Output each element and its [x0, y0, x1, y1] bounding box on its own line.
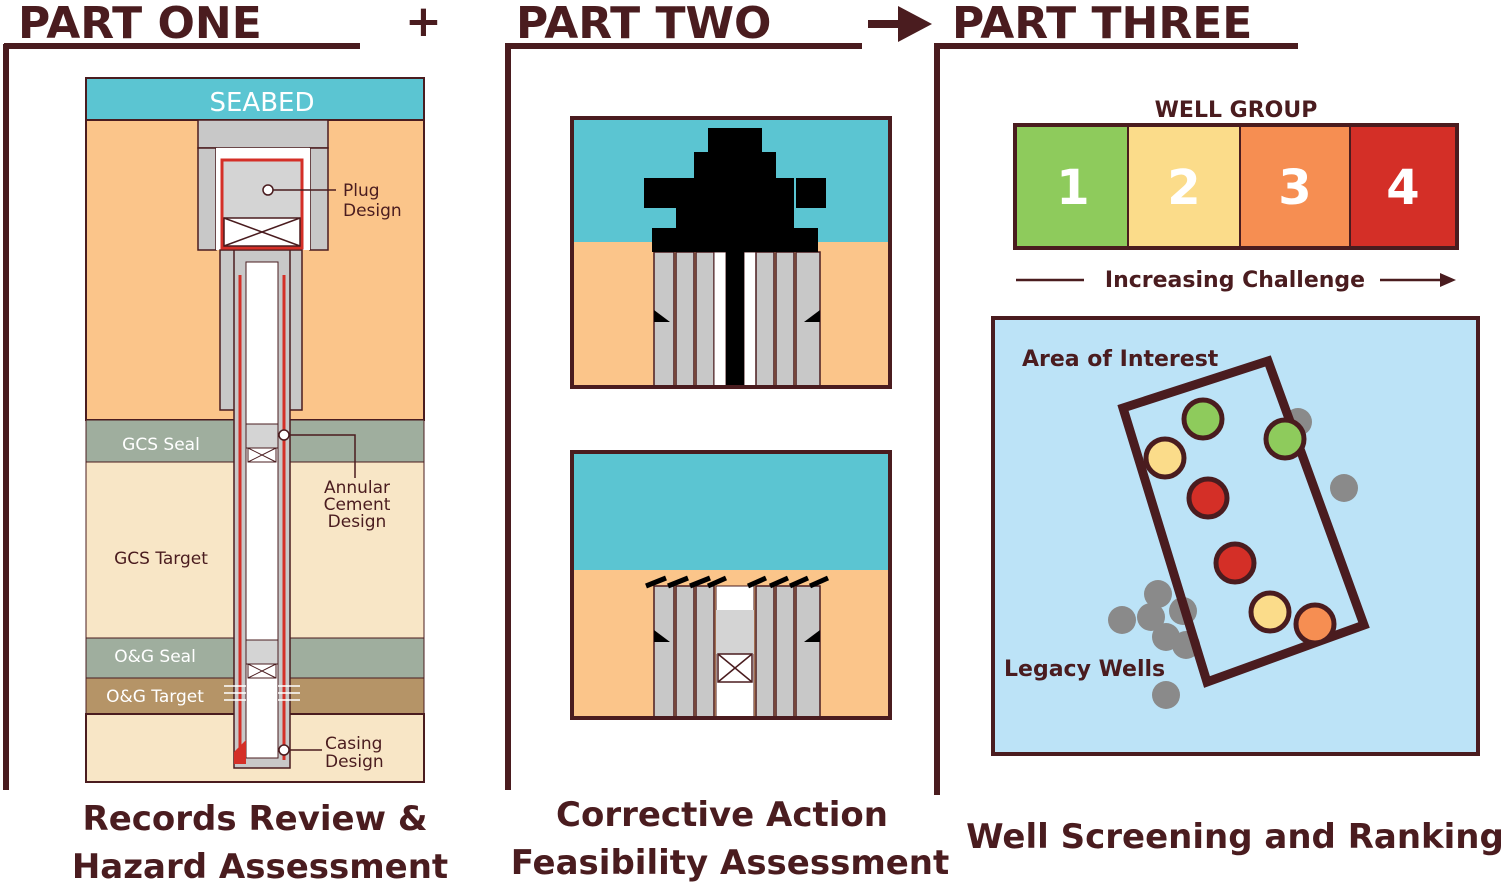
layer-label-og-seal: O&G Seal: [114, 647, 196, 667]
wellhead-panel-bottom: [570, 450, 892, 720]
plug-label-line2: Design: [343, 201, 402, 221]
well-group-1-label: 1: [1056, 160, 1089, 216]
plug-label-line1: Plug: [343, 181, 380, 201]
part-two-heading: PART TWO: [516, 0, 771, 49]
well-group-4-marker: [1213, 541, 1257, 585]
part-one-heading: PART ONE: [18, 0, 262, 49]
well-group-2-label: 2: [1167, 160, 1200, 216]
part-two-caption-line1: Corrective Action: [556, 795, 888, 835]
wellhead-panel-top: [570, 116, 892, 389]
casing-label-line1: Casing: [325, 734, 382, 754]
plus-sign: +: [405, 0, 442, 47]
well-group-title: WELL GROUP: [1155, 98, 1318, 123]
arrow-right-icon: [868, 6, 932, 42]
well-group-2-cell: [1127, 124, 1241, 249]
well-group-4-marker: [1186, 476, 1230, 520]
annular-label-line1: Annular: [324, 478, 390, 498]
layer-label-og-target: O&G Target: [106, 687, 204, 707]
part-three-heading: PART THREE: [952, 0, 1252, 49]
well-group-4-label: 4: [1386, 160, 1419, 216]
well-group-scale: 1 2 3 4: [1013, 123, 1459, 250]
well-group-3-cell: [1239, 124, 1351, 249]
seabed-label: SEABED: [209, 88, 314, 118]
layer-label-gcs-target: GCS Target: [114, 549, 208, 569]
part-one-caption-line2: Hazard Assessment: [72, 847, 448, 886]
well-group-1-marker: [1181, 397, 1225, 441]
increasing-challenge-arrow: [1016, 273, 1456, 287]
part-three-caption: Well Screening and Ranking: [966, 817, 1503, 857]
legacy-wells-label: Legacy Wells: [1004, 657, 1165, 682]
well-group-1-cell: [1014, 124, 1129, 249]
well-group-3-label: 3: [1278, 160, 1311, 216]
part-one-caption-line1: Records Review &: [83, 799, 428, 839]
increasing-challenge-label: Increasing Challenge: [1105, 268, 1365, 293]
well-group-3-marker: [1293, 602, 1337, 646]
well-cross-section: SEABED: [85, 77, 425, 783]
area-map: Area of Interest Legacy Wells: [991, 316, 1480, 756]
well-group-2-marker: [1248, 590, 1292, 634]
area-of-interest-label: Area of Interest: [1022, 347, 1219, 372]
ranked-well-markers: [1143, 397, 1337, 646]
annular-label-line2: Cement: [324, 495, 391, 515]
casing-label-line2: Design: [325, 752, 384, 772]
area-of-interest-boundary: [1117, 355, 1370, 688]
annular-label-line3: Design: [328, 512, 387, 532]
part-two-caption-line2: Feasibility Assessment: [511, 843, 950, 883]
well-group-2-marker: [1143, 436, 1187, 480]
well-group-1-marker: [1263, 417, 1307, 461]
layer-label-gcs-seal: GCS Seal: [122, 435, 200, 455]
